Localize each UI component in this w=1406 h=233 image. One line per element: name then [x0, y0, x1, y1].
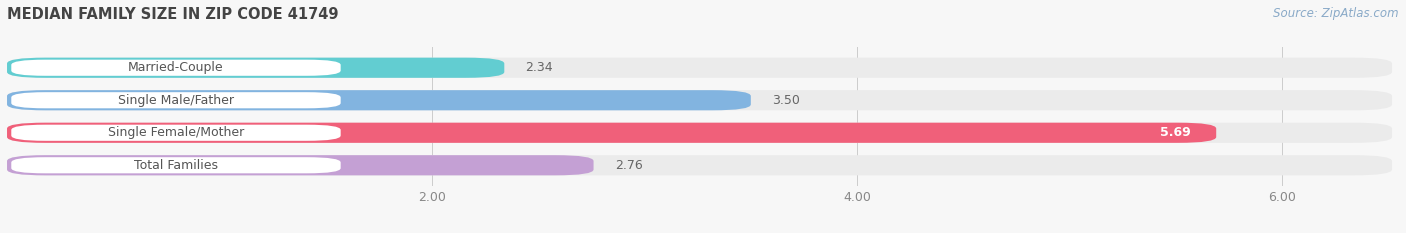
Text: Single Male/Father: Single Male/Father [118, 94, 233, 107]
FancyBboxPatch shape [11, 92, 340, 108]
FancyBboxPatch shape [11, 60, 340, 76]
FancyBboxPatch shape [7, 90, 751, 110]
Text: 2.34: 2.34 [526, 61, 553, 74]
Text: MEDIAN FAMILY SIZE IN ZIP CODE 41749: MEDIAN FAMILY SIZE IN ZIP CODE 41749 [7, 7, 339, 22]
FancyBboxPatch shape [7, 58, 505, 78]
FancyBboxPatch shape [7, 155, 593, 175]
FancyBboxPatch shape [7, 90, 1392, 110]
FancyBboxPatch shape [7, 123, 1392, 143]
FancyBboxPatch shape [7, 123, 1216, 143]
FancyBboxPatch shape [11, 157, 340, 173]
Text: Total Families: Total Families [134, 159, 218, 172]
Text: 2.76: 2.76 [614, 159, 643, 172]
Text: Married-Couple: Married-Couple [128, 61, 224, 74]
FancyBboxPatch shape [11, 125, 340, 141]
Text: Source: ZipAtlas.com: Source: ZipAtlas.com [1274, 7, 1399, 20]
FancyBboxPatch shape [7, 155, 1392, 175]
Text: Single Female/Mother: Single Female/Mother [108, 126, 245, 139]
FancyBboxPatch shape [7, 58, 1392, 78]
Text: 5.69: 5.69 [1160, 126, 1191, 139]
Text: 3.50: 3.50 [772, 94, 800, 107]
